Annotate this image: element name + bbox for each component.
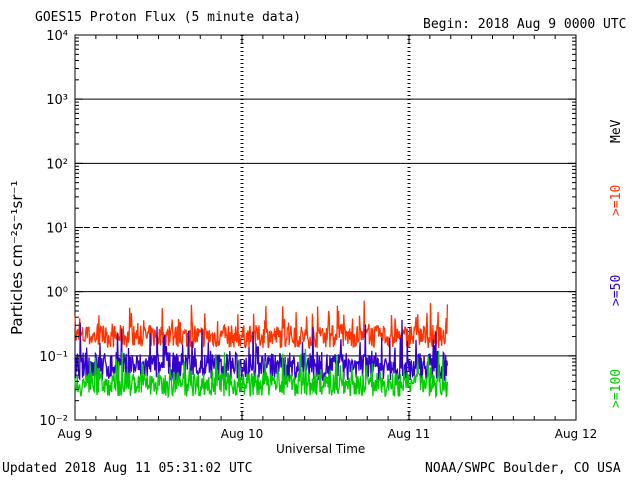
y-tick-label: 10⁰ bbox=[46, 286, 68, 301]
x-axis-label: Universal Time bbox=[276, 442, 366, 456]
series-line-0 bbox=[74, 300, 449, 350]
x-tick-label: Aug 9 bbox=[58, 427, 93, 441]
axis-tick-labels: 10⁻² 10⁻¹ 10⁰ 10¹ 10² 10³ 10⁴ Aug 9 Aug 10 Aug 11… bbox=[39, 29, 597, 441]
y-tick-label: 10³ bbox=[46, 93, 68, 108]
updated-timestamp: Updated 2018 Aug 11 05:31:02 UTC bbox=[2, 461, 253, 476]
chart-title: GOES15 Proton Flux (5 minute data) bbox=[35, 10, 302, 25]
y-axis-label: Particles cm⁻²s⁻¹sr⁻¹ bbox=[8, 180, 26, 335]
axis-ticks bbox=[74, 35, 577, 421]
series-line-1 bbox=[74, 319, 449, 383]
credit-label: NOAA/SWPC Boulder, CO USA bbox=[425, 461, 621, 476]
legend-item-50mev: >=50 bbox=[609, 274, 624, 306]
x-tick-label: Aug 12 bbox=[555, 427, 598, 441]
grid-lines bbox=[75, 35, 576, 420]
series-line-2 bbox=[74, 348, 449, 399]
x-tick-label: Aug 11 bbox=[388, 427, 431, 441]
y-tick-label: 10⁻¹ bbox=[39, 350, 68, 365]
y-tick-label: 10⁻² bbox=[39, 414, 68, 429]
legend-unit: MeV bbox=[609, 119, 624, 143]
x-tick-label: Aug 10 bbox=[221, 427, 264, 441]
y-tick-label: 10¹ bbox=[46, 222, 68, 237]
legend-item-100mev: >=100 bbox=[609, 368, 624, 408]
begin-time: Begin: 2018 Aug 9 0000 UTC bbox=[423, 17, 627, 32]
y-tick-label: 10² bbox=[46, 157, 68, 172]
data-series bbox=[74, 300, 449, 399]
y-tick-label: 10⁴ bbox=[46, 29, 68, 44]
legend-item-10mev: >=10 bbox=[609, 184, 624, 216]
